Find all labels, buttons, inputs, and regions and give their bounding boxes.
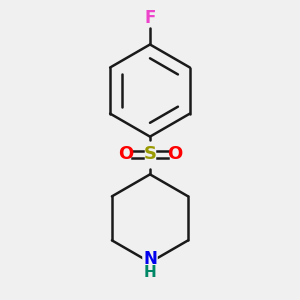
Text: N: N xyxy=(143,250,157,268)
Text: O: O xyxy=(118,146,133,164)
Text: O: O xyxy=(167,146,182,164)
Text: F: F xyxy=(144,9,156,27)
Text: S: S xyxy=(143,146,157,164)
Text: H: H xyxy=(144,265,156,280)
